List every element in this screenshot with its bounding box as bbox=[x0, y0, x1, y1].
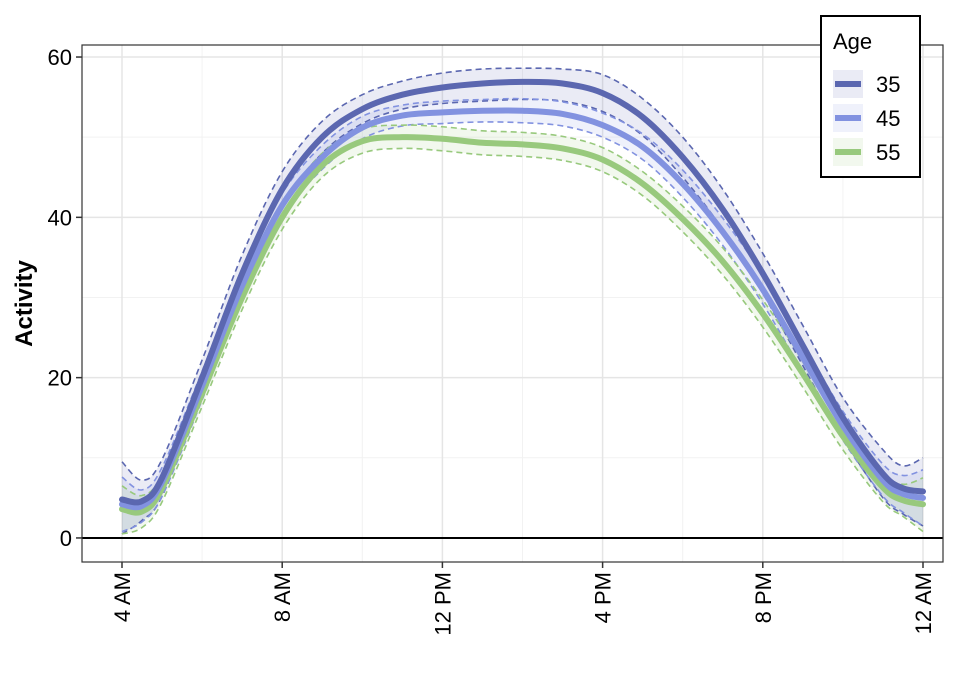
legend-label-45: 45 bbox=[876, 106, 900, 131]
legend-label-35: 35 bbox=[876, 72, 900, 97]
x-tick-label: 12 AM bbox=[911, 572, 936, 634]
x-tick-label: 4 PM bbox=[591, 572, 616, 623]
plot-panel-border bbox=[81, 44, 944, 563]
legend-label-55: 55 bbox=[876, 140, 900, 165]
upper-bound-35 bbox=[121, 67, 924, 482]
legend: Age 35 45 55 bbox=[820, 15, 921, 178]
y-tick-label: 20 bbox=[48, 366, 72, 391]
series-lines bbox=[119, 67, 926, 535]
x-tick-label: 8 AM bbox=[270, 572, 295, 622]
y-tick-label: 60 bbox=[48, 45, 72, 70]
x-tick-label: 8 PM bbox=[751, 572, 776, 623]
y-tick-label: 40 bbox=[48, 205, 72, 230]
lower-bound-55 bbox=[121, 147, 924, 535]
series-line-55 bbox=[119, 134, 926, 516]
y-tick-label: 0 bbox=[60, 526, 72, 551]
y-axis-title: Activity bbox=[11, 260, 38, 347]
series-line-35 bbox=[119, 78, 926, 506]
legend-title: Age bbox=[833, 29, 872, 54]
series-line-45 bbox=[119, 107, 926, 511]
x-tick-label: 4 AM bbox=[110, 572, 135, 622]
axes: 0 20 40 60 4 AM 8 AM 12 PM 4 PM 8 PM 12 AM bbox=[48, 45, 936, 636]
x-tick-label: 12 PM bbox=[430, 572, 455, 636]
